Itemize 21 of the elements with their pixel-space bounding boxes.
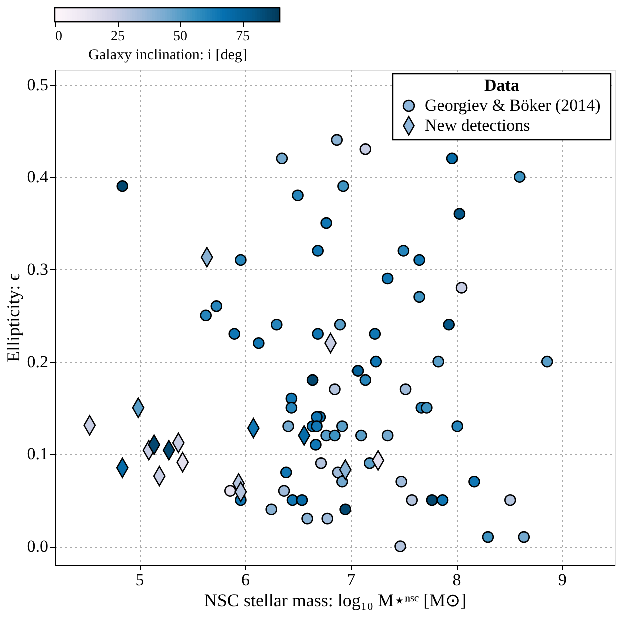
y-axis-title: Ellipticity: ϵ [3, 274, 24, 362]
y-tick-label: 0.1 [27, 444, 48, 464]
y-tick-label: 0.4 [27, 168, 49, 187]
color-bar-label: 0 [56, 30, 62, 44]
color-bar-label: 50 [174, 30, 188, 44]
legend-title: Data [484, 76, 520, 95]
x-tick-label: 7 [347, 570, 356, 590]
color-bar-label: 25 [111, 30, 125, 44]
y-tick-label: 0.0 [27, 537, 48, 556]
color-bar-label: 75 [236, 30, 250, 44]
x-tick-label: 9 [558, 570, 567, 590]
x-axis-title: NSC stellar mass: log₁₀ M⋆ⁿˢᶜ [M⊙] [204, 590, 467, 610]
x-tick-label: 8 [452, 570, 462, 590]
x-tick-label: 6 [241, 570, 250, 590]
x-tick-label: 5 [136, 570, 144, 590]
legend-label: Georgiev & Böker (2014) [425, 96, 601, 115]
y-tick-label: 0.2 [27, 352, 48, 372]
legend-label: New detections [425, 116, 530, 135]
y-tick-label: 0.3 [27, 260, 48, 279]
color-bar-title: Galaxy inclination: i [deg] [88, 48, 248, 64]
y-tick-label: 0.5 [27, 75, 48, 94]
